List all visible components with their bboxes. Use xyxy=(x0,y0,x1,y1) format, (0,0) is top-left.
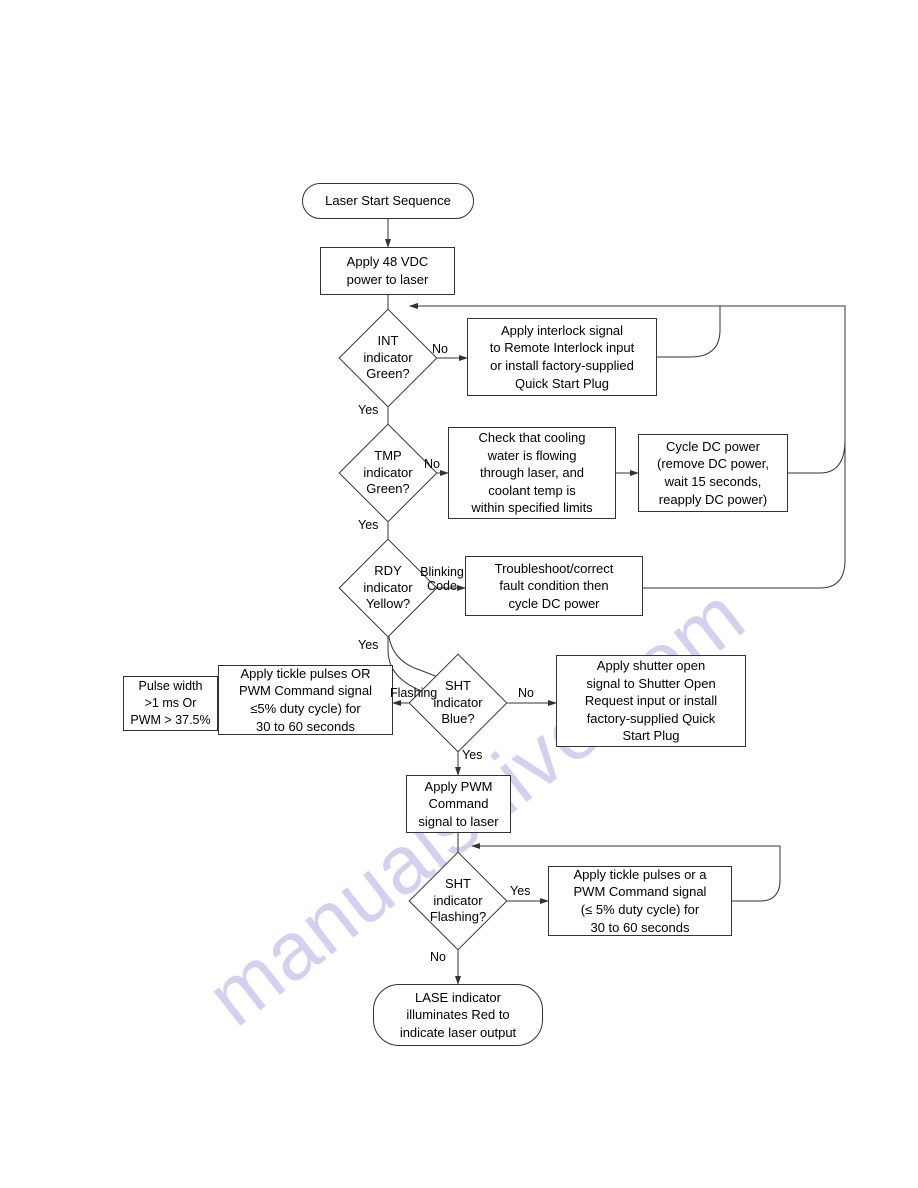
node-rdyFault: Troubleshoot/correctfault condition then… xyxy=(465,556,643,616)
edge-sht1-yes: Yes xyxy=(462,748,482,762)
edge-int-no: No xyxy=(432,342,448,356)
node-rdyFault-label: Troubleshoot/correctfault condition then… xyxy=(495,560,614,613)
edge-sht2-yes: Yes xyxy=(510,884,530,898)
node-sht1No: Apply shutter opensignal to Shutter Open… xyxy=(556,655,746,747)
edge-rdy-yes: Yes xyxy=(358,638,378,652)
node-lase-label: LASE indicatorilluminates Red toindicate… xyxy=(400,989,516,1042)
node-apply48: Apply 48 VDCpower to laser xyxy=(320,247,455,295)
node-sht1Flash: Apply tickle pulses ORPWM Command signal… xyxy=(218,665,393,735)
node-sht1-shape xyxy=(409,654,508,753)
node-apply48-label: Apply 48 VDCpower to laser xyxy=(347,253,429,288)
edge-sht1-flash: Flashing xyxy=(390,686,437,700)
node-applyPwm: Apply PWMCommandsignal to laser xyxy=(406,775,511,833)
node-tmpNo2-label: Cycle DC power(remove DC power,wait 15 s… xyxy=(657,438,769,508)
node-pulseNote: Pulse width>1 ms OrPWM > 37.5% xyxy=(123,676,218,731)
node-tmpNo1-label: Check that coolingwater is flowingthroug… xyxy=(471,429,592,517)
node-pulseNote-label: Pulse width>1 ms OrPWM > 37.5% xyxy=(130,678,210,729)
node-intNo-label: Apply interlock signalto Remote Interloc… xyxy=(490,322,635,392)
node-start-label: Laser Start Sequence xyxy=(325,192,451,210)
edge-tmp-yes: Yes xyxy=(358,518,378,532)
node-sht1No-label: Apply shutter opensignal to Shutter Open… xyxy=(585,657,717,745)
edge-sht2-no: No xyxy=(430,950,446,964)
node-applyPwm-label: Apply PWMCommandsignal to laser xyxy=(418,778,498,831)
node-intNo: Apply interlock signalto Remote Interloc… xyxy=(467,318,657,396)
node-int-shape xyxy=(339,309,438,408)
node-tmpNo2: Cycle DC power(remove DC power,wait 15 s… xyxy=(638,434,788,512)
node-tmp-shape xyxy=(339,424,438,523)
flowchart-canvas: manualshive.com xyxy=(0,0,918,1188)
node-sht2-shape xyxy=(409,852,508,951)
node-sht1Flash-label: Apply tickle pulses ORPWM Command signal… xyxy=(239,665,372,735)
node-sht2Yes: Apply tickle pulses or aPWM Command sign… xyxy=(548,866,732,936)
node-lase: LASE indicatorilluminates Red toindicate… xyxy=(373,984,543,1046)
node-tmpNo1: Check that coolingwater is flowingthroug… xyxy=(448,427,616,519)
node-sht2Yes-label: Apply tickle pulses or aPWM Command sign… xyxy=(574,866,707,936)
edge-rdy-blink: BlinkingCode xyxy=(418,565,466,594)
node-start: Laser Start Sequence xyxy=(302,183,474,219)
edge-tmp-no: No xyxy=(424,457,440,471)
edge-sht1-no: No xyxy=(518,686,534,700)
edge-int-yes: Yes xyxy=(358,403,378,417)
